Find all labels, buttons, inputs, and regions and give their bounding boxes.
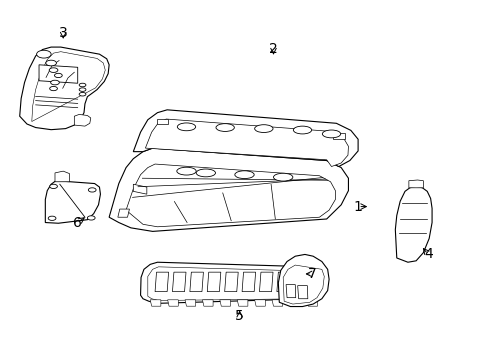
Polygon shape [202, 300, 213, 306]
Polygon shape [145, 119, 348, 167]
Polygon shape [189, 272, 203, 292]
Ellipse shape [177, 167, 196, 175]
Polygon shape [224, 272, 238, 292]
Ellipse shape [37, 50, 51, 58]
Ellipse shape [46, 60, 56, 66]
Ellipse shape [79, 83, 86, 87]
Polygon shape [276, 272, 290, 292]
Text: 4: 4 [423, 247, 432, 261]
Text: 6: 6 [73, 216, 82, 230]
Polygon shape [133, 184, 146, 194]
Polygon shape [167, 300, 178, 306]
Ellipse shape [50, 86, 57, 91]
Polygon shape [271, 300, 282, 306]
Polygon shape [109, 148, 348, 231]
Polygon shape [172, 272, 185, 292]
Text: 2: 2 [268, 42, 277, 56]
Text: 3: 3 [59, 26, 67, 40]
Polygon shape [237, 300, 247, 306]
Polygon shape [150, 300, 161, 306]
Polygon shape [184, 300, 195, 306]
Ellipse shape [50, 184, 57, 189]
Ellipse shape [293, 126, 311, 134]
Ellipse shape [79, 93, 86, 96]
Polygon shape [118, 209, 129, 217]
Text: 7: 7 [307, 267, 316, 281]
Polygon shape [394, 186, 431, 262]
Ellipse shape [87, 216, 95, 220]
Polygon shape [74, 114, 91, 126]
Polygon shape [278, 255, 328, 306]
Ellipse shape [79, 88, 86, 91]
Ellipse shape [51, 80, 59, 85]
Ellipse shape [216, 123, 234, 131]
Polygon shape [259, 272, 272, 292]
Polygon shape [133, 110, 357, 167]
Polygon shape [242, 272, 255, 292]
Polygon shape [297, 285, 307, 299]
Text: 1: 1 [353, 199, 362, 213]
Polygon shape [20, 47, 109, 130]
Text: 5: 5 [235, 310, 244, 324]
Polygon shape [306, 300, 317, 306]
Polygon shape [126, 164, 335, 227]
Polygon shape [408, 180, 423, 188]
Ellipse shape [196, 169, 215, 177]
Polygon shape [285, 284, 295, 298]
Ellipse shape [48, 216, 56, 220]
Polygon shape [254, 300, 265, 306]
Ellipse shape [177, 123, 195, 131]
Polygon shape [294, 272, 307, 292]
Polygon shape [140, 262, 324, 303]
Ellipse shape [88, 188, 96, 192]
Polygon shape [332, 133, 344, 139]
Ellipse shape [254, 125, 272, 132]
Polygon shape [155, 272, 168, 292]
Ellipse shape [54, 73, 62, 77]
Polygon shape [207, 272, 221, 292]
Polygon shape [289, 300, 300, 306]
Polygon shape [39, 65, 78, 83]
Polygon shape [55, 171, 69, 182]
Ellipse shape [322, 130, 340, 138]
Polygon shape [156, 119, 168, 124]
Ellipse shape [49, 68, 58, 72]
Ellipse shape [273, 173, 292, 181]
Polygon shape [45, 181, 100, 223]
Polygon shape [220, 300, 230, 306]
Ellipse shape [234, 171, 254, 179]
